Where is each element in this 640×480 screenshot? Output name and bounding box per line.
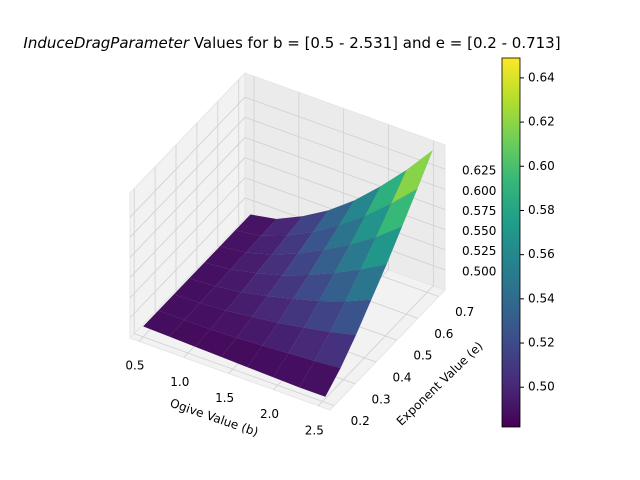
- surface-patch: [298, 360, 341, 398]
- colorbar-tick-label: 0.58: [528, 203, 555, 217]
- surface-patch: [390, 149, 434, 205]
- grid-line: [129, 197, 246, 319]
- grid-line: [129, 137, 246, 258]
- z-tick-label: 0.525: [462, 244, 496, 258]
- colorbar-tick-label: 0.50: [528, 380, 555, 394]
- y-tick-label: 0.6: [434, 327, 453, 341]
- grid-line: [129, 96, 246, 218]
- y-tick-label: 0.4: [392, 371, 411, 385]
- title-text: Values for b = [0.5 - 2.531] and e = [0.…: [189, 34, 561, 52]
- surface-patch: [329, 299, 372, 336]
- surface-patch: [375, 188, 418, 238]
- surface-patch: [344, 264, 387, 302]
- surface-patch: [360, 226, 403, 270]
- x-tick-label: 2.5: [305, 423, 324, 437]
- grid-line: [129, 177, 246, 298]
- title-variable: InduceDragParameter: [23, 34, 189, 52]
- surface-patch: [314, 331, 357, 369]
- z-tick-label: 0.600: [462, 184, 496, 198]
- y-tick-label: 0.2: [351, 414, 370, 428]
- z-tick-label: 0.625: [462, 164, 496, 178]
- grid-line: [318, 285, 434, 407]
- y-tick-label: 0.3: [372, 392, 391, 406]
- colorbar-tick-label: 0.60: [528, 159, 555, 173]
- z-tick-label: 0.550: [462, 224, 496, 238]
- colorbar-tick-label: 0.54: [528, 291, 555, 305]
- grid-line: [244, 157, 446, 230]
- y-tick-label: 0.7: [455, 305, 474, 319]
- colorbar: [501, 57, 521, 428]
- x-tick-label: 1.5: [215, 391, 234, 405]
- colorbar-tick-label: 0.52: [528, 336, 555, 350]
- x-tick-label: 1.0: [170, 375, 189, 389]
- colorbar-tick-label: 0.64: [528, 70, 555, 84]
- x-tick-label: 0.5: [125, 359, 144, 373]
- z-tick-label: 0.500: [462, 264, 496, 278]
- colorbar-tick-label: 0.62: [528, 115, 555, 129]
- grid-line: [129, 117, 246, 238]
- colorbar-tick-label: 0.56: [528, 247, 555, 261]
- grid-line: [129, 157, 246, 278]
- y-tick-label: 0.5: [413, 349, 432, 363]
- grid-line: [134, 333, 335, 407]
- z-tick-label: 0.575: [462, 204, 496, 218]
- x-tick-label: 2.0: [260, 407, 279, 421]
- grid-line: [244, 96, 446, 170]
- chart-title: InduceDragParameter Values for b = [0.5 …: [23, 34, 560, 52]
